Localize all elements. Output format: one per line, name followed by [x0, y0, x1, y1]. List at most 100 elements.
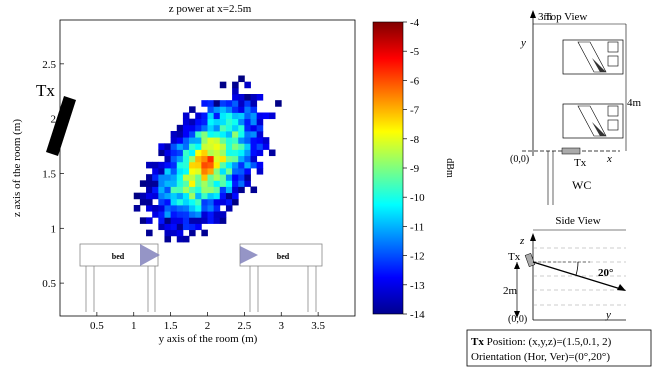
heatmap-cell: [133, 192, 141, 200]
y-tick-label: 1: [51, 223, 57, 235]
heatmap-cell: [152, 211, 159, 218]
heatmap-cell: [152, 180, 159, 187]
heatmap-cell: [195, 205, 202, 212]
heatmap-cell: [207, 174, 215, 181]
top-view-diagram: Top View 3m y x (0,0) 4m Tx WC: [510, 10, 642, 205]
heatmap-cell: [238, 75, 245, 83]
heatmap-cell: [232, 100, 239, 107]
top-view-bed-upper: [562, 39, 624, 75]
side-view-diagram: Side View z y Tx 20° 2m (0,0): [503, 215, 626, 325]
heatmap-cell: [195, 149, 202, 157]
heatmap-cell: [189, 223, 196, 231]
top-view-x-label: x: [606, 153, 612, 165]
heatmap-cell: [201, 217, 208, 224]
heatmap-cell: [256, 118, 264, 126]
heatmap-cell: [225, 186, 233, 194]
heatmap-cell: [158, 211, 165, 218]
heatmap-cell: [213, 161, 221, 169]
heatmap-cell: [232, 186, 239, 194]
top-view-width-label: 3m: [538, 11, 553, 23]
heatmap-cell: [176, 137, 184, 144]
heatmap-cell: [182, 124, 190, 132]
heatmap-cell: [146, 161, 153, 169]
heatmap-cell: [244, 100, 251, 107]
heatmap-cell: [170, 149, 178, 157]
heatmap-cell: [195, 131, 202, 138]
heatmap-cell: [189, 192, 196, 200]
heatmap-cell: [201, 198, 208, 206]
x-tick-label: 0.5: [90, 320, 104, 332]
heatmap-cell: [176, 198, 184, 206]
heatmap-cell: [164, 161, 172, 169]
heatmap-cell: [164, 149, 172, 157]
heatmap-cell: [250, 131, 258, 138]
heatmap-cell: [250, 112, 258, 120]
heatmap-cell: [189, 155, 196, 163]
heatmap-cell: [250, 186, 258, 194]
heatmap-cell: [201, 143, 208, 150]
heatmap-cell: [219, 112, 227, 120]
heatmap-cell: [164, 217, 172, 224]
heatmap-cell: [232, 155, 239, 163]
heatmap-cell: [158, 161, 165, 169]
heatmap-cell: [189, 131, 196, 138]
heatmap-cell: [232, 118, 239, 126]
heatmap-cell: [182, 174, 190, 181]
heatmap-cell: [158, 192, 165, 200]
heatmap-cell: [207, 186, 215, 194]
heatmap-cell: [164, 198, 172, 206]
heatmap-cell: [195, 124, 202, 132]
heatmap-cell: [244, 81, 251, 89]
heatmap-cell: [207, 137, 215, 144]
heatmap-cell: [232, 198, 239, 206]
heatmap-cell: [176, 217, 184, 224]
colorbar-tick-label: -9: [410, 163, 420, 175]
heatmap-cell: [250, 100, 258, 107]
heatmap-cell: [250, 137, 258, 144]
heatmap-cell: [164, 174, 172, 181]
heatmap-cell: [201, 174, 208, 181]
heatmap-cell: [238, 124, 245, 132]
heatmap-cell: [213, 217, 221, 224]
heatmap-cell: [189, 186, 196, 194]
heatmap-cell: [189, 229, 196, 237]
heatmap-cell: [158, 174, 165, 181]
heatmap-cell: [152, 192, 159, 200]
heatmap-cell: [182, 186, 190, 194]
heatmap-cell: [213, 155, 221, 163]
side-view-origin: (0,0): [508, 314, 527, 325]
heatmap-cell: [176, 223, 184, 231]
heatmap-cell: [176, 205, 184, 212]
heatmap-cell: [244, 168, 251, 175]
heatmap-cell: [189, 118, 196, 126]
heatmap-cell: [207, 180, 215, 187]
heatmap-cell: [158, 149, 165, 157]
heatmap-cell: [189, 137, 196, 144]
heatmap-cell: [238, 155, 245, 163]
heatmap-cells: [133, 75, 282, 243]
heatmap-cell: [256, 161, 264, 169]
heatmap-cell: [238, 161, 245, 169]
heatmap-cell: [213, 118, 221, 126]
heatmap-cell: [195, 174, 202, 181]
heatmap-cell: [182, 137, 190, 144]
heatmap-cell: [176, 149, 184, 157]
heatmap-cell: [164, 211, 172, 218]
heatmap-cell: [201, 168, 208, 175]
heatmap-cell: [219, 186, 227, 194]
heatmap-cell: [219, 192, 227, 200]
heatmap-cell: [170, 137, 178, 144]
heatmap-cell: [201, 100, 208, 107]
heatmap-cell: [250, 155, 258, 163]
heatmap-cell: [232, 192, 239, 200]
heatmap-cell: [244, 137, 251, 144]
side-view-beam: [532, 261, 625, 291]
heatmap-cell: [170, 161, 178, 169]
heatmap-cell: [176, 124, 184, 132]
heatmap-cell: [146, 205, 153, 212]
heatmap-cell: [225, 143, 233, 150]
heatmap-cell: [244, 143, 251, 150]
info-tx-bold: Tx: [471, 336, 484, 348]
heatmap-cell: [146, 192, 153, 200]
heatmap-cell: [238, 118, 245, 126]
